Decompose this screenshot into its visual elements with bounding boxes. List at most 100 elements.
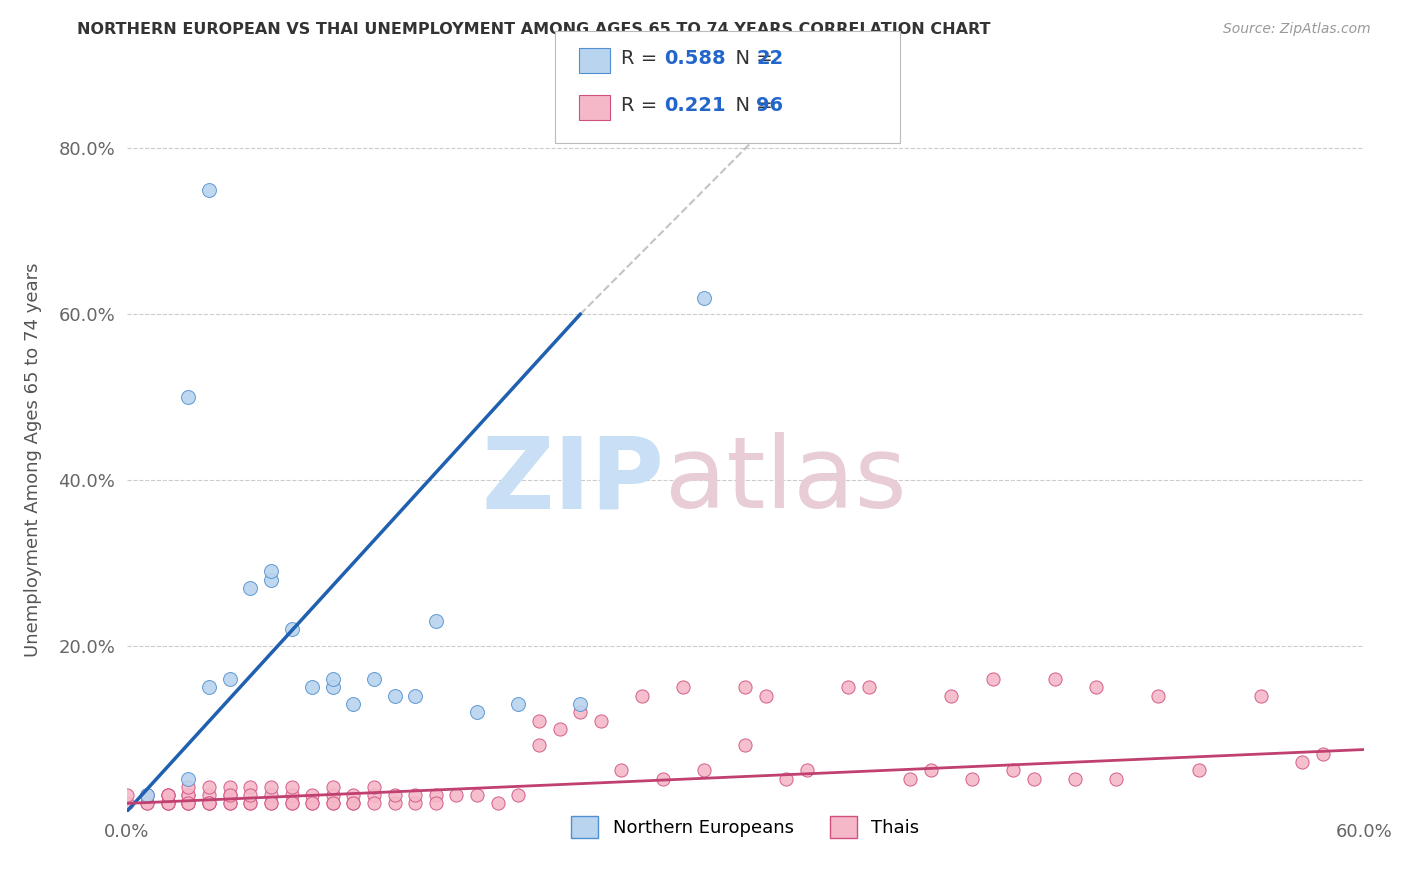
Point xyxy=(239,780,262,794)
Point xyxy=(486,797,509,811)
Point xyxy=(960,772,983,786)
Point xyxy=(693,764,716,778)
Point xyxy=(363,672,385,686)
Point xyxy=(569,697,592,711)
Text: R =: R = xyxy=(621,49,664,69)
Text: atlas: atlas xyxy=(665,432,907,529)
Point xyxy=(508,788,530,802)
Point xyxy=(156,797,179,811)
Text: 96: 96 xyxy=(756,95,783,115)
Point xyxy=(527,714,550,728)
Point xyxy=(981,672,1004,686)
Point xyxy=(239,797,262,811)
Point xyxy=(796,764,818,778)
Point xyxy=(404,797,426,811)
Point xyxy=(239,581,262,595)
Point xyxy=(363,788,385,802)
Point xyxy=(898,772,921,786)
Point xyxy=(1022,772,1045,786)
Point xyxy=(260,797,283,811)
Point xyxy=(239,797,262,811)
Point xyxy=(177,797,200,811)
Point xyxy=(156,788,179,802)
Point xyxy=(548,722,571,736)
Point xyxy=(342,788,364,802)
Point xyxy=(1188,764,1211,778)
Point xyxy=(384,689,406,703)
Point xyxy=(363,780,385,794)
Point xyxy=(260,780,283,794)
Point xyxy=(260,573,283,587)
Point xyxy=(342,797,364,811)
Point xyxy=(734,739,756,753)
Point xyxy=(260,788,283,802)
Point xyxy=(198,797,221,811)
Point xyxy=(177,797,200,811)
Text: 22: 22 xyxy=(756,49,783,69)
Legend: Northern Europeans, Thais: Northern Europeans, Thais xyxy=(564,808,927,845)
Point xyxy=(465,705,488,719)
Point xyxy=(342,697,364,711)
Point xyxy=(301,788,323,802)
Point xyxy=(136,797,159,811)
Point xyxy=(631,689,654,703)
Point xyxy=(136,788,159,802)
Point xyxy=(610,764,633,778)
Point xyxy=(322,780,344,794)
Point xyxy=(384,788,406,802)
Point xyxy=(156,788,179,802)
Point xyxy=(115,797,138,811)
Point xyxy=(425,614,447,628)
Point xyxy=(775,772,797,786)
Point xyxy=(115,788,138,802)
Point xyxy=(384,797,406,811)
Point xyxy=(322,672,344,686)
Point xyxy=(920,764,942,778)
Point xyxy=(322,797,344,811)
Point xyxy=(218,788,240,802)
Point xyxy=(280,623,302,637)
Point xyxy=(1002,764,1025,778)
Point xyxy=(198,797,221,811)
Text: N =: N = xyxy=(723,49,779,69)
Point xyxy=(465,788,488,802)
Point xyxy=(1291,755,1313,769)
Point xyxy=(1146,689,1168,703)
Point xyxy=(218,788,240,802)
Point xyxy=(156,797,179,811)
Point xyxy=(363,797,385,811)
Point xyxy=(446,788,468,802)
Point xyxy=(218,780,240,794)
Point xyxy=(941,689,963,703)
Point xyxy=(177,797,200,811)
Point xyxy=(342,797,364,811)
Point xyxy=(322,797,344,811)
Text: R =: R = xyxy=(621,95,671,115)
Point xyxy=(301,797,323,811)
Point xyxy=(527,739,550,753)
Point xyxy=(280,797,302,811)
Point xyxy=(156,788,179,802)
Point xyxy=(177,390,200,404)
Point xyxy=(755,689,778,703)
Point xyxy=(177,772,200,786)
Point xyxy=(1105,772,1128,786)
Point xyxy=(404,788,426,802)
Point xyxy=(136,788,159,802)
Point xyxy=(301,681,323,695)
Point xyxy=(198,788,221,802)
Point xyxy=(260,564,283,578)
Point xyxy=(425,797,447,811)
Point xyxy=(1064,772,1087,786)
Point xyxy=(280,797,302,811)
Text: 0.588: 0.588 xyxy=(664,49,725,69)
Text: 0.221: 0.221 xyxy=(664,95,725,115)
Point xyxy=(136,797,159,811)
Point xyxy=(322,681,344,695)
Point xyxy=(1250,689,1272,703)
Text: NORTHERN EUROPEAN VS THAI UNEMPLOYMENT AMONG AGES 65 TO 74 YEARS CORRELATION CHA: NORTHERN EUROPEAN VS THAI UNEMPLOYMENT A… xyxy=(77,22,991,37)
Point xyxy=(156,797,179,811)
Point xyxy=(425,788,447,802)
Point xyxy=(569,705,592,719)
Text: N =: N = xyxy=(723,95,779,115)
